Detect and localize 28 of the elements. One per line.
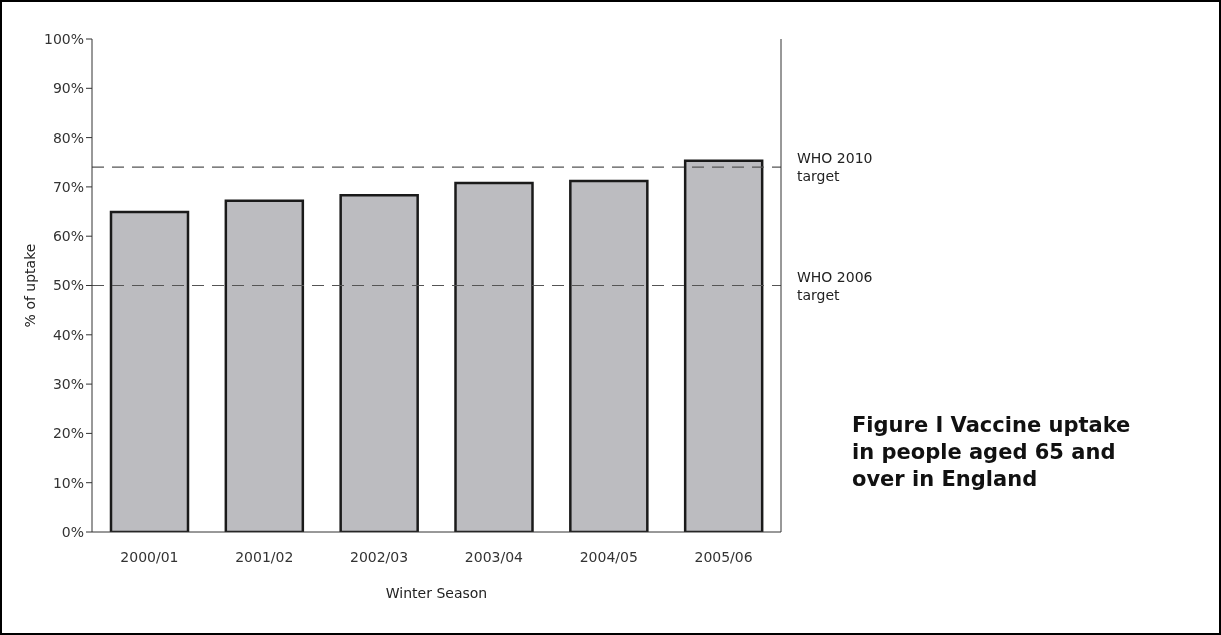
y-tick-label: 50% — [52, 277, 84, 294]
y-tick-label: 40% — [52, 326, 84, 343]
y-tick-label: 60% — [52, 228, 84, 245]
x-tick-label: 2005/06 — [694, 548, 753, 565]
x-tick-label: 2002/03 — [350, 548, 409, 565]
bar — [683, 159, 764, 532]
y-tick-label: 10% — [52, 474, 84, 491]
x-axis-title: Winter Season — [385, 585, 488, 601]
bar — [109, 210, 190, 532]
y-tick-label: 100% — [43, 30, 84, 47]
y-tick-label: 30% — [52, 376, 84, 393]
y-tick-label: 80% — [52, 129, 84, 146]
ref-line-label: WHO 2010 target — [797, 150, 873, 185]
text: Figure I Vaccine uptake in people aged 65 and over in England — [852, 412, 1132, 493]
y-tick-label: 90% — [52, 80, 84, 97]
x-tick-label: 2003/04 — [464, 548, 524, 565]
bar — [569, 179, 649, 532]
x-tick-label: 2000/01 — [120, 548, 179, 565]
bar — [224, 199, 305, 532]
y-axis-title: % of uptake — [21, 243, 38, 328]
ref-line-label: WHO 2006 target — [797, 268, 873, 303]
bar — [339, 194, 419, 532]
x-tick-label: 2001/02 — [235, 548, 294, 565]
y-tick-label: 20% — [52, 425, 84, 442]
x-tick-label: 2004/05 — [579, 548, 638, 565]
bar — [454, 181, 534, 532]
y-tick-label: 70% — [52, 178, 84, 195]
y-tick-label: 0% — [61, 523, 84, 540]
